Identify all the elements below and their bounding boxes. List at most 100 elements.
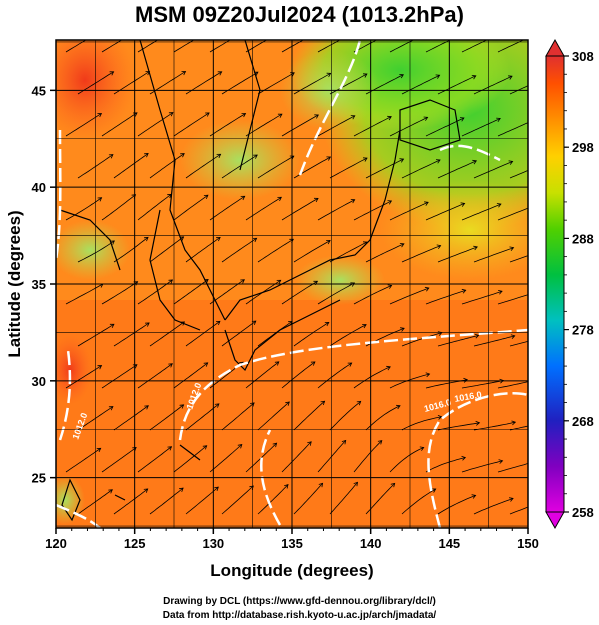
streamline-arrowhead xyxy=(180,321,186,326)
streamline xyxy=(425,40,451,53)
streamline xyxy=(317,362,352,389)
streamline xyxy=(281,441,312,473)
streamline-arrowhead xyxy=(180,153,185,158)
streamline xyxy=(425,289,466,305)
streamline xyxy=(113,322,150,347)
streamline xyxy=(389,447,424,473)
streamline-arrowhead xyxy=(532,34,536,38)
streamline-arrowhead xyxy=(496,203,502,208)
streamline-arrowhead xyxy=(326,156,332,161)
x-tick-label: 130 xyxy=(202,536,224,551)
streamline-arrowhead xyxy=(341,439,347,445)
streamline-arrowhead xyxy=(569,119,573,123)
streamline xyxy=(101,281,138,305)
streamline-arrowhead xyxy=(278,31,282,35)
streamline xyxy=(221,320,257,347)
streamline xyxy=(401,159,441,179)
streamline-arrowhead xyxy=(205,112,210,117)
y-tick-label: 30 xyxy=(32,374,46,389)
streamline-arrowhead xyxy=(511,420,517,426)
streamline xyxy=(257,238,294,263)
streamline xyxy=(461,380,504,389)
streamline-arrowhead xyxy=(215,320,221,326)
streamline xyxy=(113,236,149,263)
streamline-arrowhead xyxy=(362,73,368,78)
streamline xyxy=(497,40,525,53)
streamline-arrowhead xyxy=(460,33,464,37)
y-axis-ticks: 25 30 35 40 45 xyxy=(32,83,56,486)
streamline xyxy=(245,40,268,53)
streamline-arrowhead xyxy=(324,321,330,327)
streamline xyxy=(461,460,503,473)
streamline xyxy=(173,40,195,53)
streamline xyxy=(65,40,87,53)
streamline-arrowhead xyxy=(253,154,258,159)
streamline xyxy=(293,322,330,347)
streamline-arrowhead xyxy=(237,443,243,449)
streamline xyxy=(497,463,528,473)
streamline xyxy=(497,381,528,389)
streamline xyxy=(497,207,528,221)
streamline xyxy=(353,366,391,389)
x-tick-label: 125 xyxy=(124,536,146,551)
streamline-arrowhead xyxy=(508,75,513,80)
streamline xyxy=(437,246,478,263)
streamline xyxy=(389,287,429,305)
streamline-arrowhead xyxy=(399,158,405,163)
streamline-arrowhead xyxy=(240,279,245,284)
streamline xyxy=(365,158,404,179)
streamline xyxy=(137,193,172,221)
streamline-arrowhead xyxy=(251,320,257,325)
streamline-arrowhead xyxy=(350,282,356,287)
streamline-arrowhead xyxy=(386,365,391,371)
streamline xyxy=(173,194,209,221)
streamline-arrowhead xyxy=(143,488,149,493)
streamline xyxy=(281,198,319,221)
streamline-arrowhead xyxy=(276,279,282,285)
streamline-arrowhead xyxy=(570,459,574,463)
streamline xyxy=(257,155,294,179)
streamline-arrowhead xyxy=(581,161,585,165)
streamline-arrowhead xyxy=(498,290,503,295)
streamline xyxy=(65,197,102,221)
colorbar-tick-label: 258 xyxy=(572,505,594,520)
streamline-arrowhead xyxy=(474,333,480,339)
streamline-arrowhead xyxy=(463,377,468,383)
streamline xyxy=(353,200,392,221)
streamline-arrowhead xyxy=(214,486,219,492)
streamline-arrowhead xyxy=(580,76,584,80)
x-tick-label: 140 xyxy=(360,536,382,551)
streamline-arrowhead xyxy=(350,115,356,120)
streamline-arrowhead xyxy=(475,420,481,426)
colorbar-bar xyxy=(545,55,565,513)
streamline-arrowhead xyxy=(423,33,427,37)
streamline xyxy=(137,363,173,389)
streamline xyxy=(209,195,245,221)
streamline-arrowhead xyxy=(569,204,573,208)
colorbar-tick-label: 288 xyxy=(572,231,594,246)
streamline xyxy=(509,170,528,179)
streamline xyxy=(353,440,383,473)
streamline-arrowhead xyxy=(472,159,478,165)
y-axis-label: Latitude (degrees) xyxy=(5,210,24,357)
colorbar-tick-label: 298 xyxy=(572,140,594,155)
streamline-arrowhead xyxy=(97,197,103,202)
streamline-arrowhead xyxy=(350,199,356,204)
x-tick-label: 150 xyxy=(517,536,539,551)
streamline xyxy=(473,335,515,347)
streamline xyxy=(437,422,480,431)
streamline xyxy=(209,113,246,137)
streamline-arrowhead xyxy=(252,237,258,243)
streamline-arrowhead xyxy=(216,153,222,159)
streamline-arrowhead xyxy=(203,362,209,367)
streamline xyxy=(149,236,184,263)
streamline xyxy=(473,247,514,263)
streamline-arrowhead xyxy=(289,155,295,160)
streamline-arrowhead xyxy=(356,400,362,406)
streamline-arrowhead xyxy=(108,154,114,159)
streamline-arrowhead xyxy=(241,113,247,118)
streamline-arrowhead xyxy=(387,32,391,36)
streamline-arrowhead xyxy=(396,404,401,410)
streamline-arrowhead xyxy=(419,446,425,451)
streamline xyxy=(389,201,429,221)
